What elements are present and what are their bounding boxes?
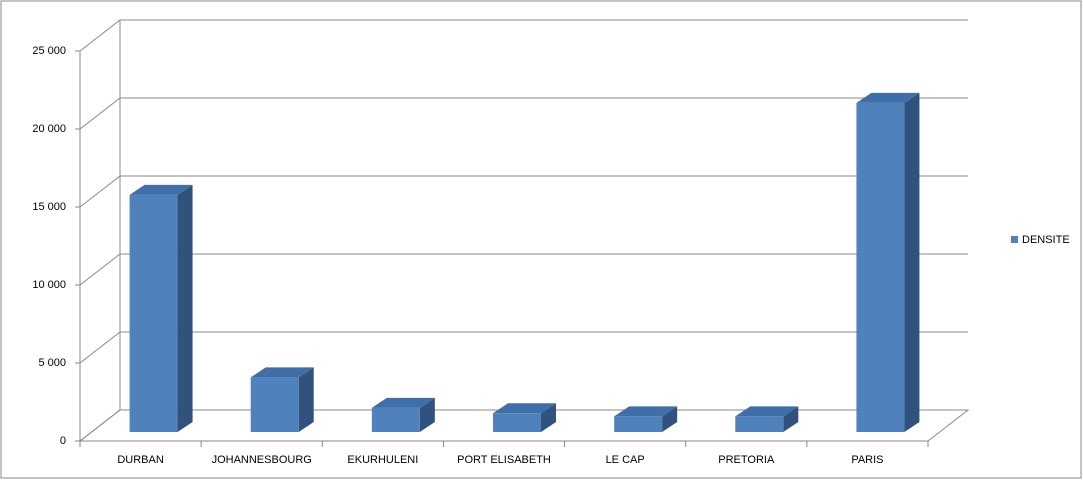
bar-top <box>129 184 193 195</box>
bar-front <box>614 416 663 432</box>
bar-top <box>371 397 435 408</box>
bar-side <box>541 403 556 432</box>
grid-line <box>79 175 968 208</box>
y-tick-label: 0 <box>60 435 66 447</box>
bar-side <box>177 184 193 432</box>
grid-line <box>79 253 968 286</box>
bar <box>129 184 193 432</box>
bar-front <box>129 194 178 432</box>
x-tick-label: PRETORIA <box>718 454 775 466</box>
bar <box>856 92 920 432</box>
x-tick-label: PARIS <box>851 454 883 466</box>
y-tick-label: 5 000 <box>38 357 66 369</box>
bar <box>250 367 314 432</box>
bar-side <box>904 92 920 432</box>
legend-swatch <box>1011 236 1018 243</box>
y-tick-label: 20 000 <box>32 123 66 135</box>
x-tick-label: EKURHULENI <box>347 454 418 466</box>
bar-top <box>250 367 314 378</box>
bar-front <box>493 413 541 432</box>
bar-top <box>856 92 920 103</box>
bar-side <box>783 406 799 432</box>
bar <box>371 397 435 432</box>
bar-front <box>371 407 420 432</box>
grid-line <box>79 409 968 442</box>
bar <box>735 406 799 432</box>
x-tick-label: PORT ELISABETH <box>457 454 551 466</box>
y-tick-label: 10 000 <box>32 279 66 291</box>
grid-line <box>79 19 968 52</box>
bar-top <box>735 406 799 417</box>
y-tick-label: 15 000 <box>32 201 66 213</box>
bar-side <box>298 367 314 432</box>
bar-front <box>735 416 784 432</box>
legend-label: DENSITE <box>1022 234 1070 246</box>
bar-front <box>250 377 299 432</box>
x-tick-label: DURBAN <box>117 454 164 466</box>
bar-top <box>614 406 678 417</box>
bar-front <box>856 102 905 432</box>
grid-line <box>79 331 968 364</box>
grid-line <box>79 97 968 130</box>
bar <box>493 403 556 432</box>
bar-side <box>662 406 678 432</box>
x-tick-label: LE CAP <box>606 454 645 466</box>
y-tick-label: 25 000 <box>32 45 66 57</box>
bar-side <box>419 397 435 432</box>
bar <box>614 406 678 432</box>
bar-top <box>493 403 556 414</box>
x-tick-label: JOHANNESBOURG <box>212 454 312 466</box>
